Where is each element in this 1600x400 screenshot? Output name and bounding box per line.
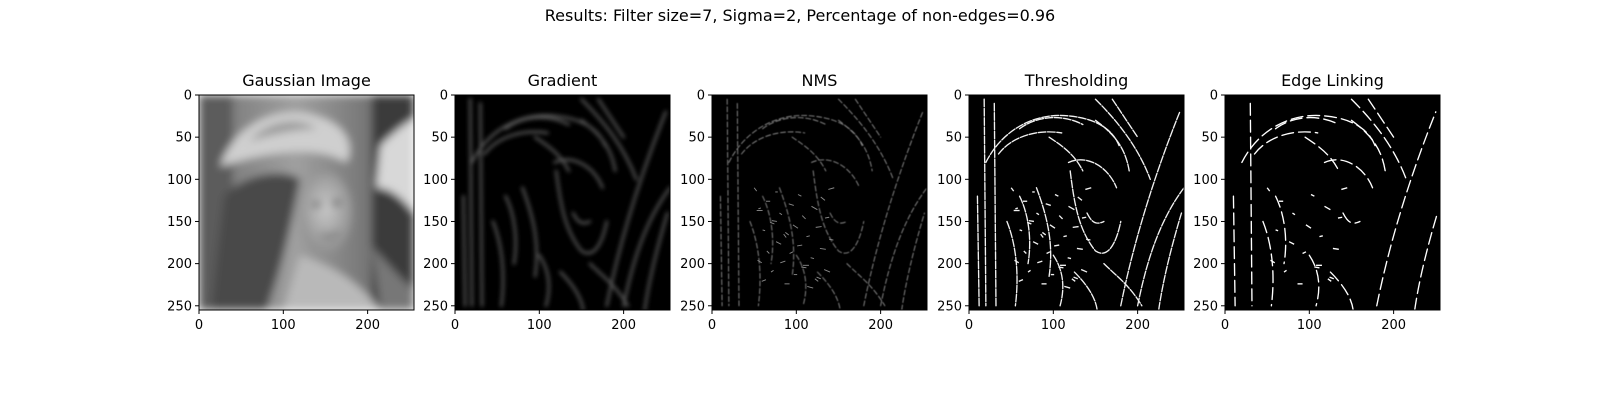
axes-frame — [968, 94, 1185, 311]
y-tick-label: 0 — [440, 89, 448, 104]
y-tick-label: 100 — [423, 173, 448, 188]
subplot-title: Gaussian Image — [242, 71, 371, 90]
y-tick-label: 50 — [175, 131, 192, 146]
y-tick-label: 200 — [937, 257, 962, 272]
y-tick-label: 250 — [680, 299, 705, 314]
y-tick-label: 50 — [945, 131, 962, 146]
y-tick-label: 200 — [167, 257, 192, 272]
subplot-title: Edge Linking — [1281, 71, 1384, 90]
image-content — [199, 95, 414, 310]
x-tick-label: 100 — [784, 318, 809, 333]
subplot-1: Gaussian Image 0 100 200 0 50 100 150 200 250 — [167, 71, 415, 333]
subplot-3: NMS 0 100 200 0 50 100 150 200 250 — [680, 71, 928, 333]
y-tick-label: 150 — [167, 215, 192, 230]
y-tick-label: 0 — [954, 89, 962, 104]
y-tick-label: 150 — [937, 215, 962, 230]
y-tick-label: 100 — [937, 173, 962, 188]
y-tick-label: 250 — [423, 299, 448, 314]
y-tick-label: 50 — [431, 131, 448, 146]
figure-suptitle: Results: Filter size=7, Sigma=2, Percent… — [544, 6, 1056, 25]
x-tick-label: 200 — [1381, 318, 1406, 333]
y-tick-label: 250 — [1193, 299, 1218, 314]
y-tick-label: 150 — [1193, 215, 1218, 230]
x-tick-label: 100 — [527, 318, 552, 333]
y-tick-label: 50 — [1201, 131, 1218, 146]
y-tick-label: 150 — [680, 215, 705, 230]
x-tick-label: 200 — [868, 318, 893, 333]
y-tick-label: 0 — [1210, 89, 1218, 104]
y-tick-label: 200 — [423, 257, 448, 272]
axes-frame — [198, 94, 415, 311]
y-tick-label: 100 — [680, 173, 705, 188]
x-tick-label: 200 — [611, 318, 636, 333]
subplot-5: Edge Linking 0 100 200 0 50 100 150 200 250 — [1193, 71, 1441, 333]
subplot-2: Gradient 0 100 200 0 50 100 150 200 250 — [423, 71, 671, 333]
image-content — [1225, 95, 1440, 310]
x-tick-label: 200 — [355, 318, 380, 333]
x-tick-label: 0 — [708, 318, 716, 333]
y-tick-label: 100 — [1193, 173, 1218, 188]
axes-frame — [1224, 94, 1441, 311]
subplot-title: Thresholding — [1024, 71, 1129, 90]
axes-frame — [711, 94, 928, 311]
x-tick-label: 0 — [1221, 318, 1229, 333]
x-tick-label: 0 — [965, 318, 973, 333]
image-content — [455, 95, 670, 310]
subplot-title: NMS — [802, 71, 838, 90]
image-content — [712, 95, 927, 310]
y-tick-label: 200 — [680, 257, 705, 272]
y-tick-label: 150 — [423, 215, 448, 230]
y-tick-label: 100 — [167, 173, 192, 188]
subplot-title: Gradient — [528, 71, 598, 90]
y-tick-label: 250 — [167, 299, 192, 314]
y-tick-label: 50 — [688, 131, 705, 146]
subplot-4: Thresholding 0 100 200 0 50 100 150 200 250 — [937, 71, 1185, 333]
x-tick-label: 0 — [451, 318, 459, 333]
image-content — [969, 95, 1184, 310]
y-tick-label: 0 — [697, 89, 705, 104]
x-tick-label: 100 — [1297, 318, 1322, 333]
y-tick-label: 0 — [184, 89, 192, 104]
x-tick-label: 0 — [195, 318, 203, 333]
x-tick-label: 200 — [1125, 318, 1150, 333]
x-tick-label: 100 — [271, 318, 296, 333]
y-tick-label: 200 — [1193, 257, 1218, 272]
y-tick-label: 250 — [937, 299, 962, 314]
x-tick-label: 100 — [1041, 318, 1066, 333]
axes-frame — [454, 94, 671, 311]
